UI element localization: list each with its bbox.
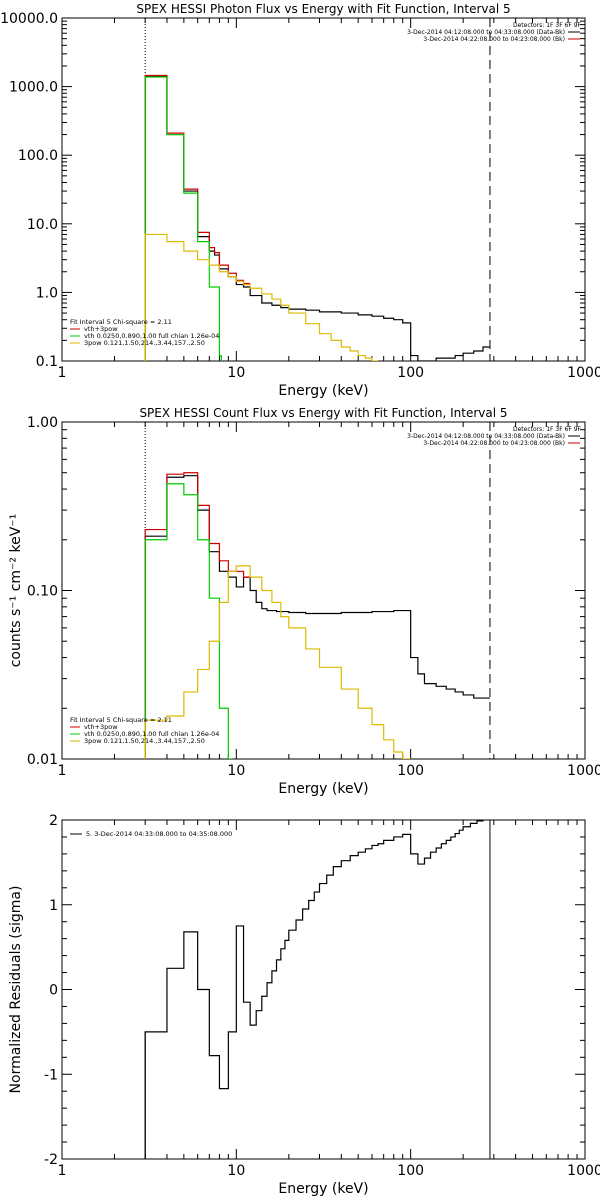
x-axis-label: Energy (keV) [278, 781, 368, 797]
x-tick-label: 10 [227, 1163, 245, 1179]
series-line-1 [144, 820, 484, 1159]
legend: 5. 3-Dec-2014 04:33:08.000 to 04:35:08.0… [70, 830, 232, 838]
x-tick-label: 1000 [567, 1163, 600, 1179]
legend: Fit Interval 5 Chi-square = 2.11vth+3pow… [70, 318, 219, 347]
series-line-4 [144, 565, 411, 759]
legend-entry: 3pow 0.121,1.50,214.,3.44,157.,2.50 [84, 339, 205, 347]
y-axis-label: Normalized Residuals (sigma) [8, 886, 24, 1094]
legend-header: Fit Interval 5 Chi-square = 2.11 [70, 318, 172, 326]
legend-entry: 5. 3-Dec-2014 04:33:08.000 to 04:35:08.0… [86, 830, 232, 838]
legend-entry: vth 0.0250,0.890,1.00 full chian 1.26e-0… [84, 332, 219, 340]
x-tick-label: 100 [397, 365, 424, 381]
plot-area [144, 422, 491, 759]
y-tick-label: 100.0 [18, 148, 58, 164]
x-tick-label: 1000 [567, 365, 600, 381]
y-tick-label: 10000.0 [0, 11, 58, 27]
y-tick-label: 0 [49, 983, 58, 999]
y-tick-label: 0.01 [27, 752, 58, 768]
y-tick-label: 1.0 [36, 285, 58, 301]
x-tick-label: 10 [227, 365, 245, 381]
y-tick-label: 1 [49, 898, 58, 914]
series-line-3 [144, 76, 222, 361]
x-tick-label: 10 [227, 763, 245, 779]
x-tick-label: 1 [58, 365, 67, 381]
series-line-1 [144, 75, 490, 361]
info-box-line: 3-Dec-2014 04:12:08.000 to 04:33:08.000 … [407, 29, 565, 36]
info-box-line: 3-Dec-2014 04:22:08.000 to 04:23:08.000 … [423, 440, 565, 447]
legend-entry: 3pow 0.121,1.50,214.,3.44,157.,2.50 [84, 737, 205, 745]
y-tick-label: -2 [44, 1152, 58, 1168]
y-tick-label: 1.00 [27, 415, 58, 431]
x-tick-label: 1 [58, 1163, 67, 1179]
y-tick-label: 10.0 [27, 217, 58, 233]
x-tick-label: 100 [397, 763, 424, 779]
y-tick-label: -1 [44, 1067, 58, 1083]
chart-panel-1: SPEX HESSI Photon Flux vs Energy with Fi… [0, 2, 600, 399]
plot-frame [61, 17, 586, 362]
x-axis-label: Energy (keV) [278, 383, 368, 399]
legend: Fit Interval 5 Chi-square = 2.11vth+3pow… [70, 716, 219, 745]
info-box-line: 3-Dec-2014 04:12:08.000 to 04:33:08.000 … [407, 433, 565, 440]
series-line-1 [144, 475, 490, 759]
chart-panel-3: 1 10 100 1000 -2 -1 0 1 2 Energy (keV) Normalized … [8, 813, 600, 1197]
chart-title: SPEX HESSI Photon Flux vs Energy with Fi… [136, 2, 510, 16]
info-box: Detectors: 1F 3F 6F 9F3-Dec-2014 04:12:0… [407, 22, 581, 43]
legend-entry: vth+3pow [84, 723, 118, 731]
plot-area [144, 18, 491, 361]
info-box-line: 3-Dec-2014 04:22:08.000 to 04:23:08.000 … [423, 36, 565, 43]
info-box: Detectors: 1F 3F 6F 9F3-Dec-2014 04:12:0… [407, 426, 581, 447]
chart-title: SPEX HESSI Count Flux vs Energy with Fit… [139, 406, 507, 420]
legend-header: Fit Interval 5 Chi-square = 2.11 [70, 716, 172, 724]
info-box-line: Detectors: 1F 3F 6F 9F [513, 22, 582, 29]
y-tick-label: 2 [49, 813, 58, 829]
x-tick-label: 1000 [567, 763, 600, 779]
x-axis-label: Energy (keV) [278, 1181, 368, 1197]
chart-panel-2: SPEX HESSI Count Flux vs Energy with Fit… [8, 406, 600, 797]
legend-entry: vth+3pow [84, 325, 118, 333]
x-tick-label: 1 [58, 763, 67, 779]
plot-frame [61, 819, 586, 1160]
series-line-4 [144, 233, 379, 361]
y-tick-label: 0.1 [36, 354, 58, 370]
legend-entry: vth 0.0250,0.890,1.00 full chian 1.26e-0… [84, 730, 219, 738]
y-tick-label: 0.10 [27, 584, 58, 600]
series-line-3 [144, 483, 233, 759]
plot-frame [61, 421, 586, 760]
y-axis-label: counts s⁻¹ cm⁻² keV⁻¹ [8, 514, 24, 668]
y-tick-label: 1000.0 [9, 80, 58, 96]
plot-area [144, 820, 491, 1159]
x-tick-label: 100 [397, 1163, 424, 1179]
info-box-line: Detectors: 1F 3F 6F 9F [513, 426, 582, 433]
